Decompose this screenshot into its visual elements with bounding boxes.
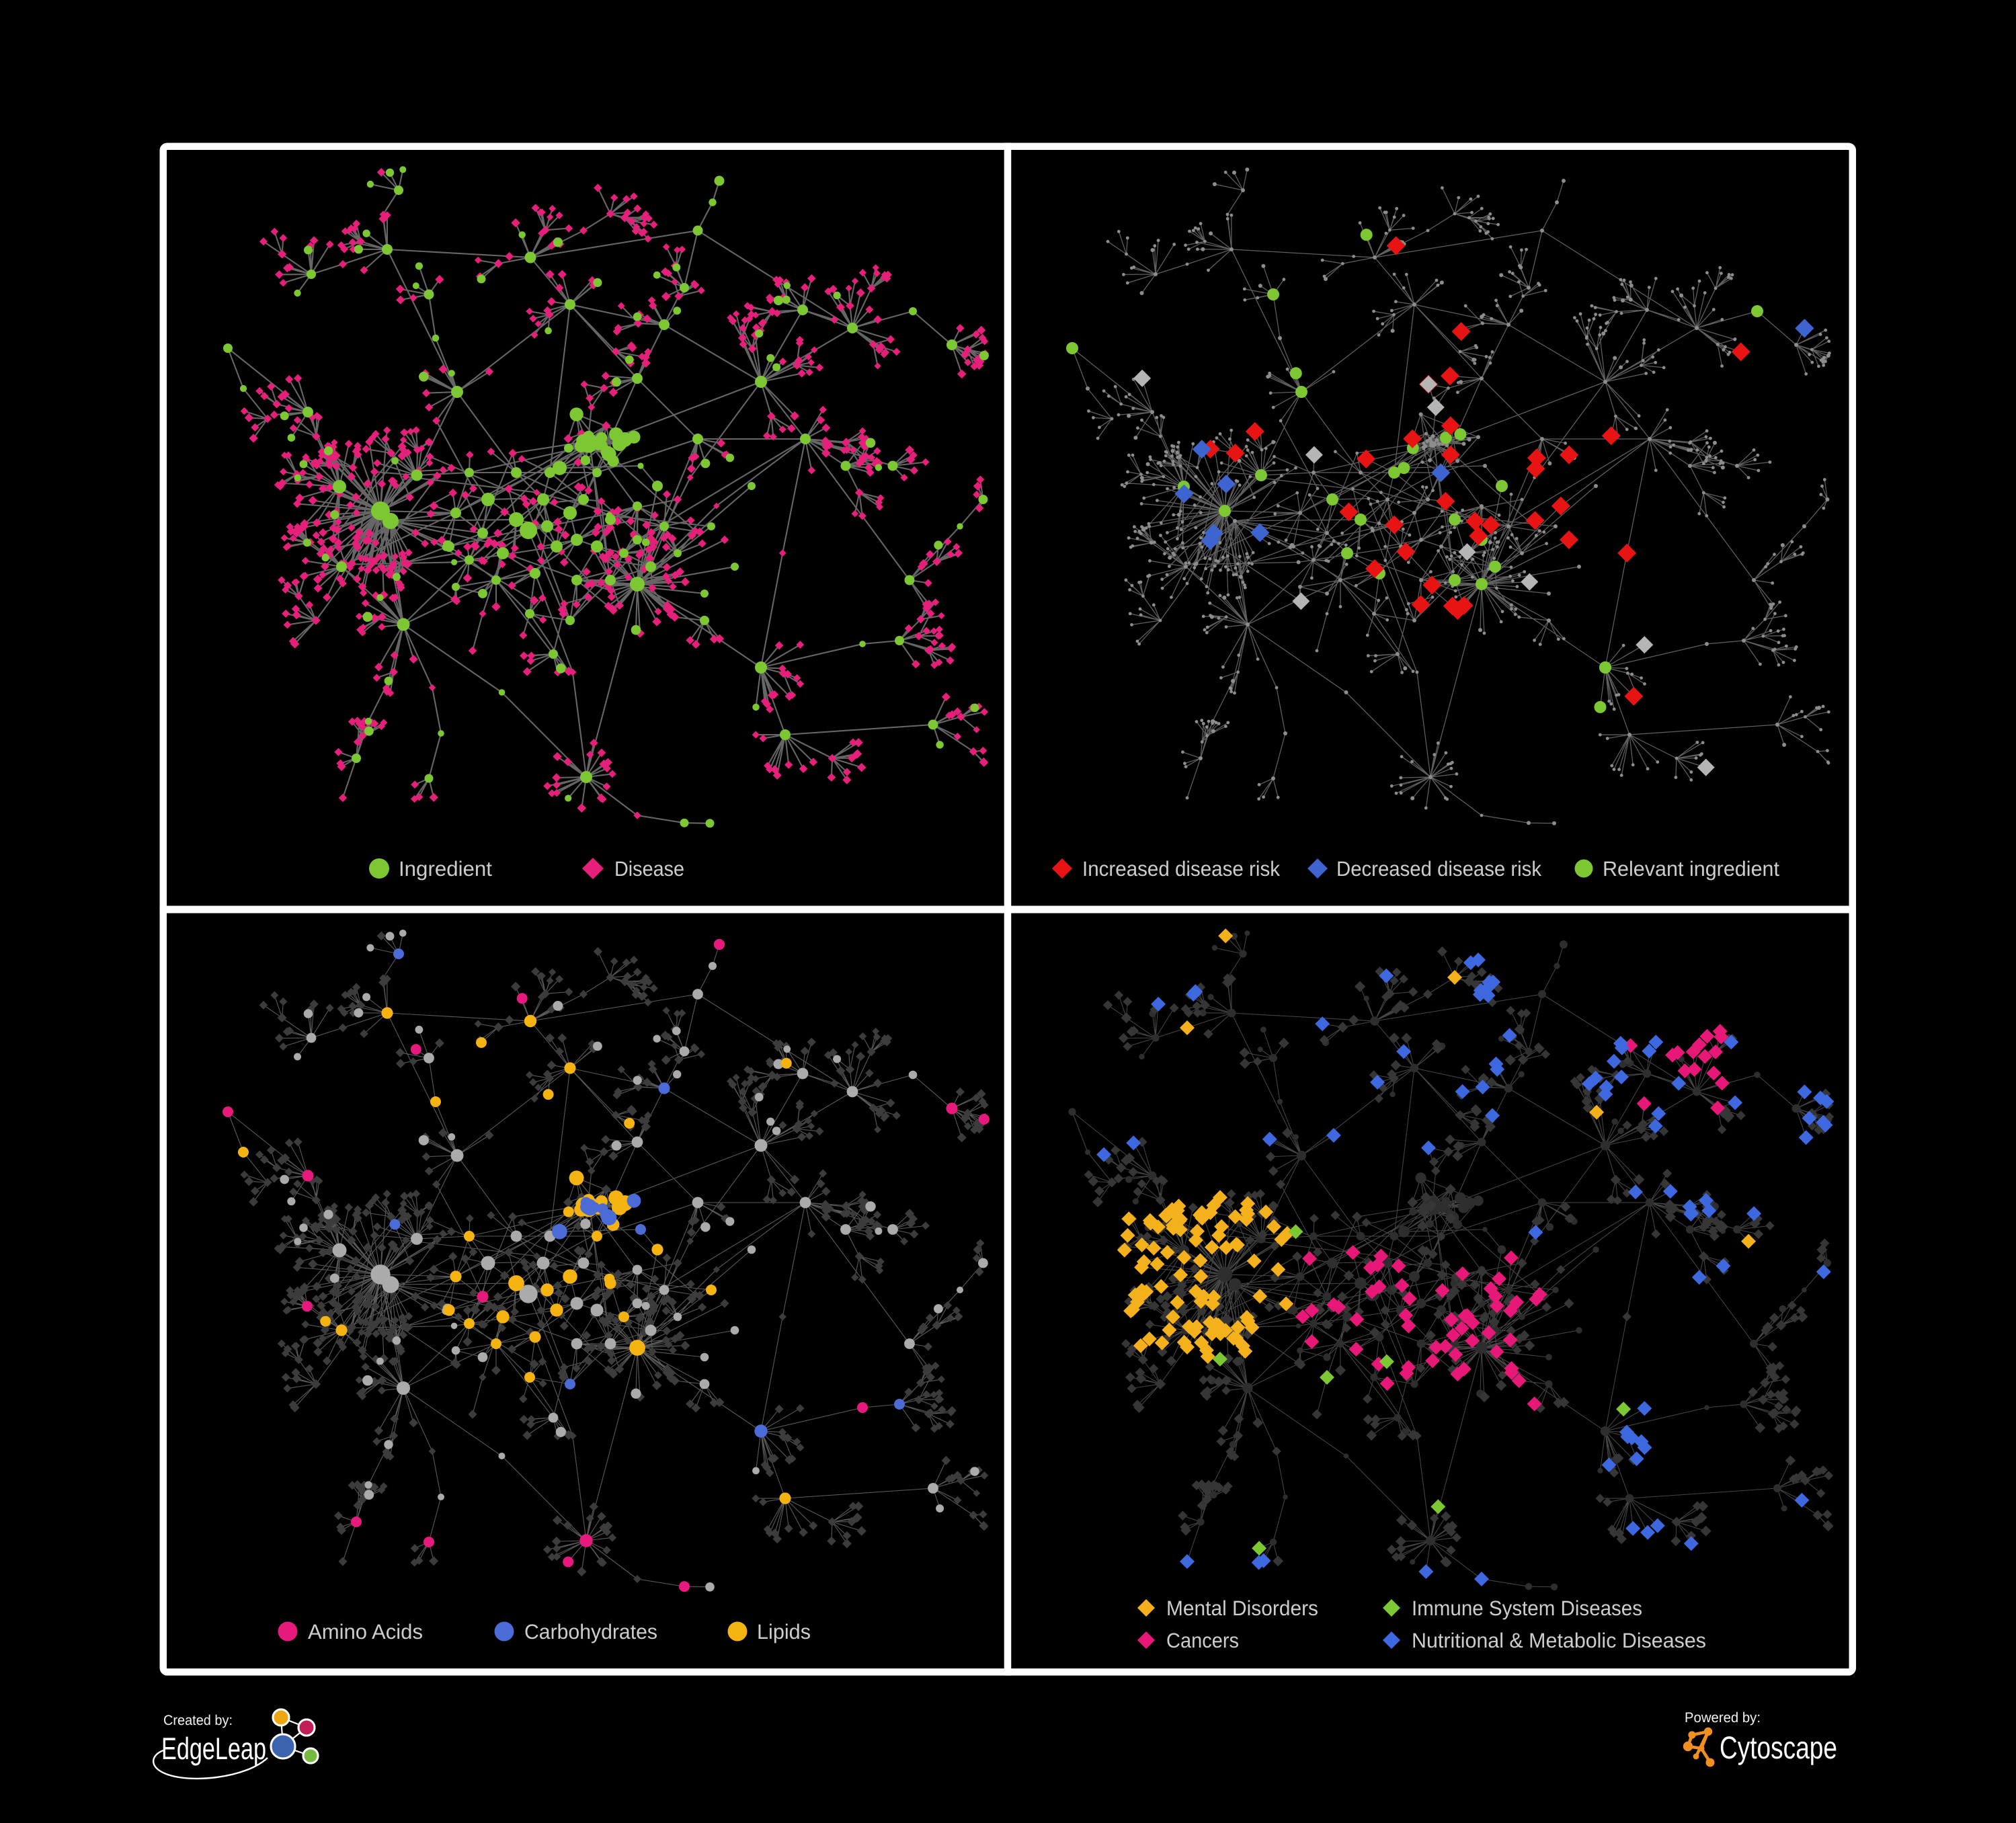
svg-text:Carbohydrates: Carbohydrates (524, 1620, 657, 1644)
svg-text:Ingredient: Ingredient (399, 857, 492, 881)
svg-text:Cytoscape: Cytoscape (1720, 1730, 1837, 1765)
svg-text:Nutritional & Metabolic Diseas: Nutritional & Metabolic Diseases (1412, 1629, 1706, 1652)
svg-text:EdgeLeap: EdgeLeap (161, 1731, 266, 1766)
svg-text:Disease: Disease (614, 857, 684, 881)
svg-text:Relevant ingredient: Relevant ingredient (1603, 857, 1779, 881)
svg-text:Immune System Diseases: Immune System Diseases (1412, 1596, 1642, 1620)
svg-text:Cancers: Cancers (1166, 1629, 1239, 1652)
svg-text:Decreased disease risk: Decreased disease risk (1336, 857, 1541, 881)
svg-text:Mental Disorders: Mental Disorders (1166, 1596, 1318, 1620)
svg-text:Amino Acids: Amino Acids (308, 1620, 423, 1644)
svg-text:Powered by:: Powered by: (1685, 1710, 1761, 1726)
svg-text:Lipids: Lipids (757, 1620, 811, 1644)
svg-text:Increased disease risk: Increased disease risk (1082, 857, 1280, 881)
svg-text:Created by:: Created by: (163, 1713, 233, 1728)
